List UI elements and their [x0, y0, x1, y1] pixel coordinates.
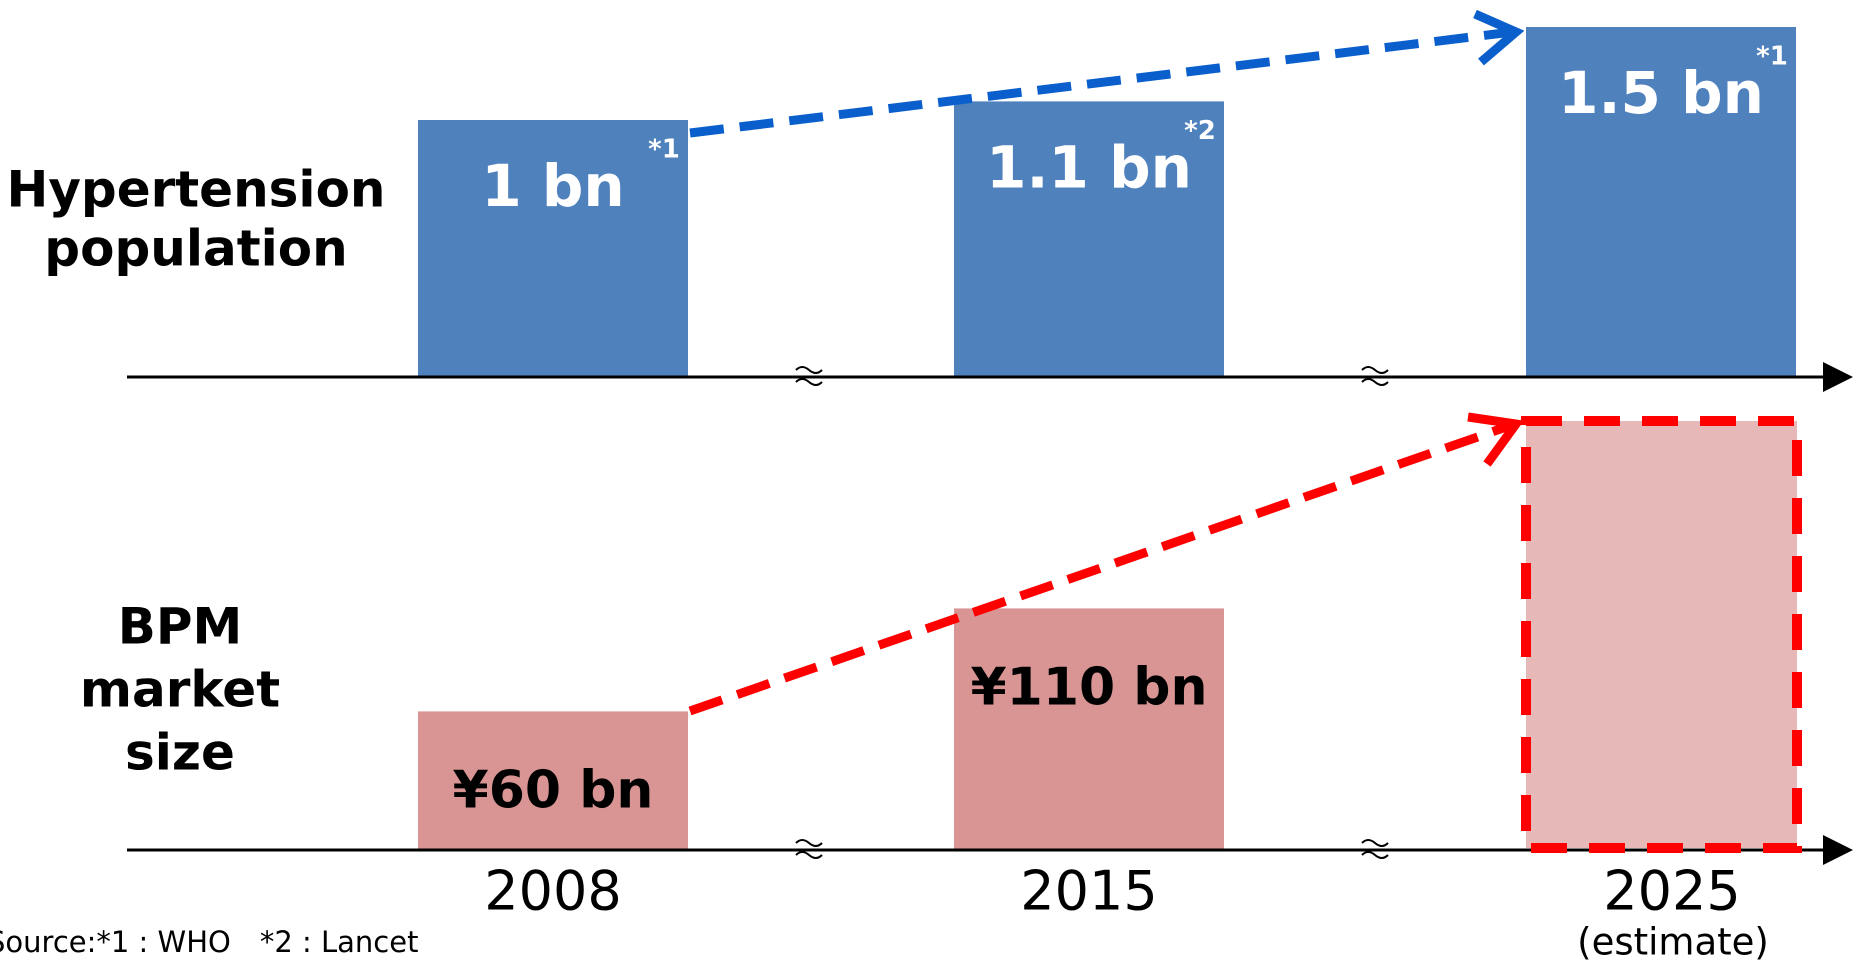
row-label: market	[80, 661, 280, 719]
bar	[954, 101, 1224, 378]
trend-arrow	[689, 9, 1525, 138]
row-label: size	[125, 724, 235, 782]
row-label: BPM	[118, 598, 243, 656]
footnote-marker: *1	[1756, 42, 1788, 72]
row-label: Hypertension	[6, 161, 385, 219]
bar	[954, 608, 1224, 850]
x-tick-label: 2025	[1603, 860, 1740, 923]
estimate-box	[1521, 416, 1802, 853]
x-tick-label: 2015	[1020, 860, 1157, 923]
axis-break	[795, 366, 1389, 859]
bar	[1526, 27, 1796, 377]
bar	[418, 711, 688, 850]
value-label: 1 bn	[481, 152, 624, 220]
x-tick-note: (estimate)	[1577, 921, 1769, 961]
footnote-marker: *2	[1184, 116, 1216, 146]
value-label: ¥60 bn	[453, 760, 654, 820]
footnote-marker: *1	[648, 135, 680, 165]
x-tick-label: 2008	[484, 860, 621, 923]
source-note: Source:*1 : WHO *2 : Lancet	[0, 925, 418, 959]
trend-arrow	[688, 412, 1525, 716]
value-label: 1.1 bn	[986, 134, 1192, 202]
row-label: population	[44, 220, 347, 278]
value-label: 1.5 bn	[1558, 59, 1764, 127]
bar	[418, 120, 688, 377]
value-label: ¥110 bn	[970, 657, 1207, 717]
